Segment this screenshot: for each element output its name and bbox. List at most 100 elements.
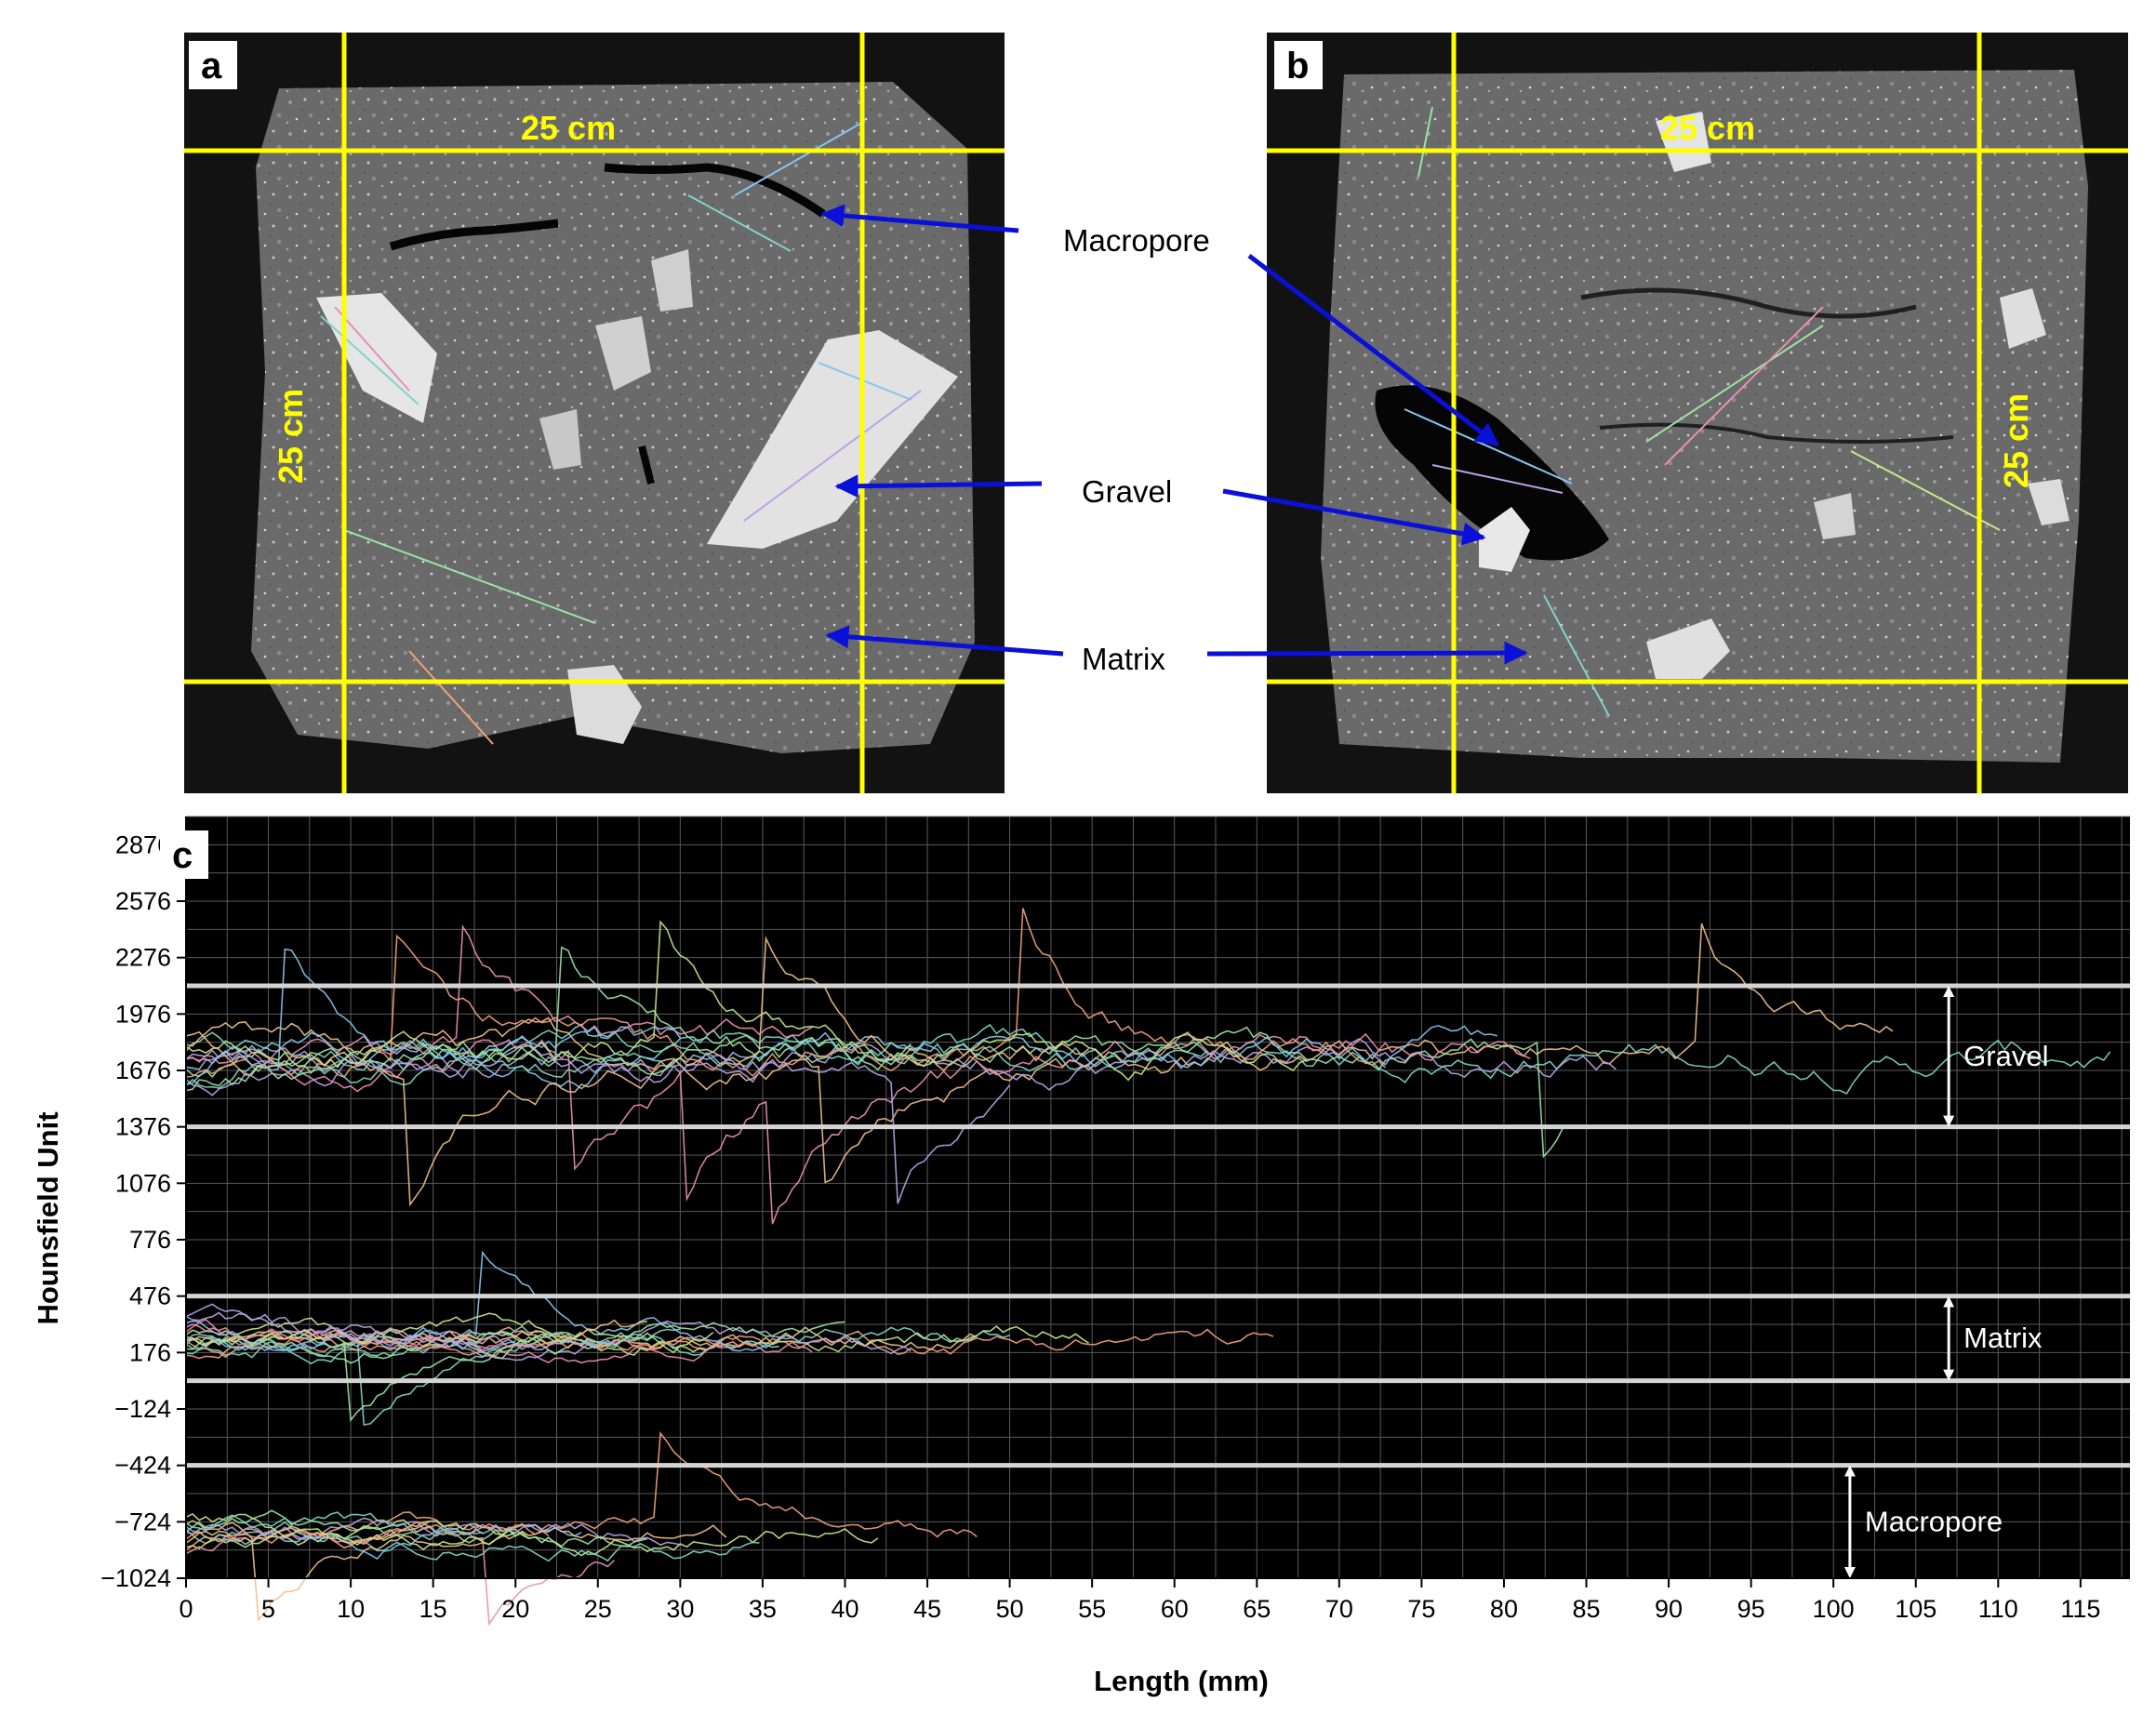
series-line (185, 1326, 1274, 1360)
x-tick-label: 85 (1572, 1595, 1600, 1623)
gravel-stone-a2 (707, 330, 958, 549)
band-label-gravel: Gravel (1963, 1040, 2048, 1072)
arrow-matrix-b (1206, 641, 1528, 665)
y-tick-label: 2576 (115, 887, 171, 915)
soil-core-b (1321, 70, 2088, 763)
series-line (185, 1430, 978, 1551)
panel-a-label-box (189, 41, 237, 89)
x-tick-label: 20 (501, 1595, 529, 1623)
x-tick-label: 115 (2060, 1595, 2100, 1623)
y-tick-label: −424 (114, 1452, 171, 1480)
macropore-b (1375, 385, 1609, 561)
series-line (185, 1511, 483, 1541)
y-tick-label: 1676 (115, 1056, 171, 1084)
x-axis-title: Length (mm) (1094, 1665, 1269, 1697)
gravel-stone-b3 (1656, 112, 1711, 172)
x-ticks: 0 5 10 15 20 25 30 35 40 45 50 55 60 65 70 75 80 85 90 95 10… (179, 1577, 2130, 1623)
gravel-stone-b2 (1646, 618, 1730, 679)
panel-b: 25 cm 25 cm b (1267, 33, 2128, 793)
y-tick-label: 776 (129, 1226, 171, 1254)
band-lines (186, 983, 2130, 1468)
series-line (185, 1032, 1531, 1225)
series-line (185, 1521, 550, 1549)
x-tick-label: 75 (1407, 1595, 1435, 1623)
series-line (185, 1325, 1010, 1365)
panel-a-label: a (201, 46, 222, 86)
arrow-gravel-a (834, 474, 1043, 498)
x-tick-label: 30 (666, 1595, 694, 1623)
x-tick-label: 90 (1655, 1595, 1683, 1623)
y-tick-label: 1376 (115, 1113, 171, 1141)
x-tick-label: 65 (1243, 1595, 1271, 1623)
scale-label-b-side: 25 cm (1997, 393, 2035, 488)
x-tick-label: 95 (1737, 1595, 1765, 1623)
y-axis-title: Hounsfield Unit (32, 1111, 64, 1324)
panel-b-label-box (1274, 41, 1323, 89)
y-tick-label: −1024 (100, 1564, 171, 1592)
panel-a: 25 cm 25 cm a (184, 33, 1005, 793)
arrow-macropore-a (820, 204, 1019, 233)
series-line (185, 1521, 760, 1562)
series-line (185, 1041, 1011, 1204)
x-tick-label: 35 (749, 1595, 777, 1623)
band-arrows: Gravel Matrix Macropore (1843, 986, 2048, 1578)
plot-area (186, 817, 2130, 1578)
annotations: Macropore Gravel Matrix (820, 204, 1528, 676)
panel-c-label: c (172, 835, 193, 876)
profile-arrows-a (320, 120, 922, 745)
band-label-macropore: Macropore (1865, 1505, 2003, 1537)
x-tick-label: 0 (179, 1595, 193, 1623)
gravel-stone-b5 (2028, 479, 2069, 525)
series-line (185, 1034, 912, 1092)
x-tick-label: 45 (913, 1595, 941, 1623)
gravel-stone-a4 (595, 316, 651, 391)
series-line (185, 1025, 1498, 1090)
series-line (185, 946, 1564, 1159)
band-label-matrix: Matrix (1963, 1322, 2043, 1354)
x-tick-label: 60 (1161, 1595, 1189, 1623)
series-traces (185, 908, 2111, 1627)
y-ticks: −1024 −724 −424 −124 176 476 776 1076 1376 1676 19… (100, 817, 187, 1592)
crack-b2 (1599, 422, 1954, 444)
x-tick-label: 40 (831, 1595, 858, 1623)
gravel-stone-a5 (651, 249, 693, 312)
panel-c-label-box (160, 830, 208, 879)
series-line (185, 908, 1386, 1079)
y-tick-label: 176 (129, 1338, 171, 1366)
gravel-stone-b6 (1814, 493, 1856, 539)
scale-label-b-top: 25 cm (1660, 109, 1755, 147)
annotation-matrix: Matrix (1082, 642, 1165, 676)
series-line (185, 1335, 747, 1359)
series-line (185, 1319, 648, 1347)
x-tick-label: 5 (261, 1595, 275, 1623)
scale-label-a-top: 25 cm (521, 109, 616, 147)
series-line (185, 1520, 727, 1622)
annotation-gravel: Gravel (1082, 474, 1172, 509)
series-line (185, 948, 682, 1085)
series-line (185, 1250, 779, 1352)
annotation-macropore: Macropore (1063, 223, 1210, 258)
macropore-crack-a1 (389, 219, 559, 251)
soil-core-a (251, 82, 975, 753)
series-line (185, 1323, 549, 1351)
gravel-stone-b4 (2000, 288, 2046, 349)
x-tick-label: 80 (1490, 1595, 1518, 1623)
x-tick-label: 55 (1078, 1595, 1106, 1623)
crack-b1 (1580, 287, 1917, 319)
arrow-gravel-b (1222, 488, 1486, 546)
panel-b-label: b (1286, 46, 1309, 86)
gravel-stone-b1 (1479, 507, 1530, 572)
x-tick-label: 110 (1978, 1595, 2018, 1623)
series-line (185, 1029, 1208, 1089)
panel-c-chart: Gravel Matrix Macropore 0 5 10 15 20 25 30 35 40 45… (32, 816, 2130, 1697)
gravel-stone-a6 (539, 409, 581, 470)
x-tick-label: 25 (584, 1595, 612, 1623)
x-tick-label: 70 (1325, 1595, 1353, 1623)
y-tick-label: 2276 (115, 944, 171, 972)
series-line (185, 935, 1090, 1207)
series-line (185, 1330, 582, 1423)
series-line (185, 920, 1307, 1082)
y-tick-label: 1976 (115, 1000, 171, 1028)
profile-arrows-b (1404, 106, 2001, 717)
